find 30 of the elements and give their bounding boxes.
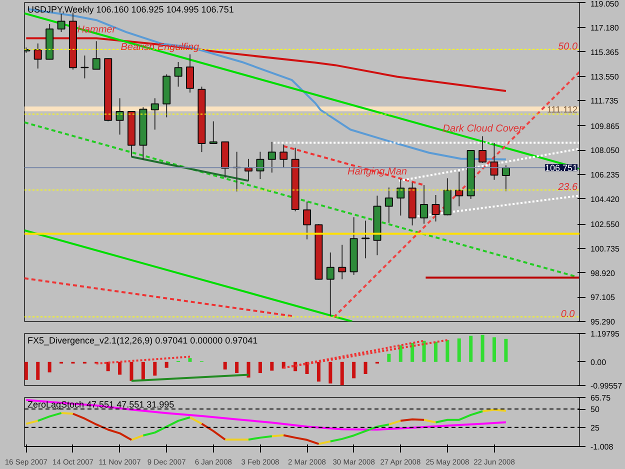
- y-tick-label: 97.105: [590, 293, 616, 302]
- y-tick-label: 119.050: [590, 0, 620, 8]
- y-tick-label: 102.550: [590, 220, 620, 230]
- y-tick-label: 95.290: [590, 318, 616, 326]
- y-tick-label: 115.365: [590, 48, 620, 57]
- y-tick-label: 111.735: [590, 96, 619, 106]
- y-tick-label: 106.235: [590, 170, 620, 180]
- y-tick-label: 50: [590, 405, 600, 414]
- y-tick-label: -1.008: [590, 442, 614, 452]
- annotation: Dark Cloud Cover: [442, 124, 523, 135]
- y-tick-label: 108.050: [590, 146, 620, 156]
- band-label: 111.112: [546, 104, 578, 114]
- y-tick-label: 104.420: [590, 194, 620, 204]
- y-tick-label: -0.99557: [590, 382, 623, 390]
- annotation: 23.6: [557, 182, 578, 194]
- annotation: 50.0: [558, 41, 578, 52]
- y-tick-label: 109.865: [590, 122, 620, 131]
- annotation: 0.0: [560, 308, 576, 320]
- annotation: Hanging Man: [347, 166, 408, 178]
- y-tick-label: 0.00: [590, 358, 607, 367]
- chart-title: USDJPY,Weekly 106.160 106.925 104.995 106.751: [28, 4, 234, 14]
- y-tick-label: 113.550: [590, 72, 620, 82]
- y-tick-label: 117.180: [590, 24, 620, 33]
- y-tick-label: 1.19795: [590, 330, 620, 338]
- y-tick-label: 25: [590, 423, 600, 432]
- chart-title: FX5_Divergence_v2.1(12,26,9) 0.97041 0.00000 0.97041: [28, 336, 258, 346]
- y-tick-label: 100.735: [590, 244, 620, 254]
- y-tick-label: 98.920: [590, 268, 616, 278]
- ref-line-label: 106.751: [544, 163, 578, 174]
- y-tick-label: 65.75: [590, 394, 612, 402]
